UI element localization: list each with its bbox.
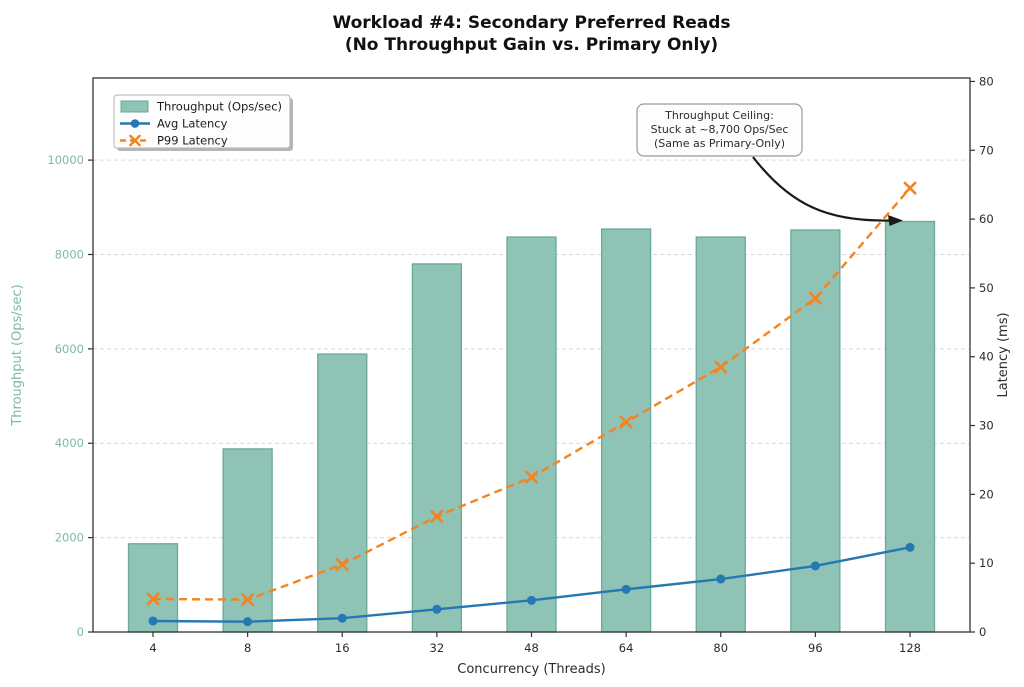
- x-tick-label: 96: [808, 641, 823, 655]
- legend-marker-p99-latency-2: [129, 134, 141, 147]
- legend-label-avg-latency: Avg Latency: [157, 117, 228, 131]
- p99-latency-marker: [524, 470, 539, 484]
- avg-latency-marker: [243, 617, 253, 627]
- x-tick-label: 80: [713, 641, 728, 655]
- x-tick-label: 4: [149, 641, 156, 655]
- p99-latency-marker: [619, 415, 633, 429]
- left-axis: 0 2000 4000 6000 8000 10000 Throughput (Ops/se…: [10, 153, 93, 639]
- bar-concurrency-128: [884, 220, 936, 633]
- p99-latency-marker: [430, 509, 444, 523]
- right-tick-label: 50: [979, 281, 994, 295]
- p99-latency-marker: [241, 593, 255, 607]
- right-tick-label: 60: [979, 212, 994, 226]
- p99-latency-marker: [714, 360, 728, 374]
- right-tick-label: 70: [979, 143, 994, 157]
- p99-latency-series: [146, 181, 917, 607]
- annotation-arrow: [752, 156, 891, 222]
- p99-latency-marker: [808, 291, 822, 305]
- avg-latency-marker: [432, 604, 442, 614]
- right-tick-label: 40: [979, 350, 994, 364]
- right-axis-title: Latency (ms): [996, 312, 1011, 397]
- x-axis-title: Concurrency (Threads): [457, 662, 605, 677]
- annotation-throughput-ceiling: Throughput Ceiling:Stuck at ~8,700 Ops/S…: [636, 103, 903, 226]
- p99-latency-marker: [146, 592, 160, 606]
- x-tick-label: 32: [430, 641, 445, 655]
- avg-latency-marker: [716, 574, 726, 584]
- annotation-line-3: (Same as Primary-Only): [654, 137, 785, 150]
- avg-latency-marker: [905, 542, 915, 552]
- right-axis: 0 10 20 30 40 50 60 70 80 Latency (ms): [970, 74, 1011, 639]
- throughput-bars: [127, 220, 936, 633]
- bar-concurrency-80: [695, 236, 746, 633]
- bar-concurrency-96: [790, 229, 841, 633]
- avg-latency-marker: [148, 616, 158, 626]
- avg-latency-marker: [527, 595, 536, 605]
- right-tick-label: 20: [979, 487, 994, 501]
- avg-latency-marker: [810, 561, 820, 571]
- right-tick-label: 10: [979, 556, 994, 570]
- chart-title-line-1: Workload #4: Secondary Preferred Reads: [332, 13, 730, 33]
- legend-box: [113, 94, 291, 149]
- right-tick-label: 80: [979, 74, 994, 88]
- avg-latency-marker: [337, 613, 347, 623]
- chart-title-line-2: (No Throughput Gain vs. Primary Only): [345, 35, 718, 55]
- annotation-box: [636, 103, 803, 157]
- annotation-line-2: Stuck at ~8,700 Ops/Sec: [651, 123, 789, 136]
- legend-label-p99-latency: P99 Latency: [157, 134, 228, 148]
- avg-latency-series: [148, 542, 915, 627]
- x-tick-label: 128: [899, 641, 921, 655]
- left-tick-label: 8000: [55, 247, 84, 261]
- bar-concurrency-16: [317, 353, 368, 633]
- left-axis-title: Throughput (Ops/sec): [10, 284, 25, 426]
- left-tick-label: 10000: [47, 153, 84, 167]
- left-tick-label: 4000: [55, 436, 84, 450]
- right-tick-label: 0: [979, 625, 986, 639]
- right-tick-label: 30: [979, 419, 994, 433]
- legend-marker-avg-latency: [130, 119, 140, 128]
- p99-latency-marker: [335, 558, 349, 572]
- left-tick-label: 2000: [55, 531, 84, 545]
- x-tick-label: 48: [524, 641, 539, 655]
- bar-concurrency-32: [411, 263, 463, 633]
- left-tick-label: 0: [77, 625, 84, 639]
- annotation-arrowhead: [888, 214, 903, 226]
- x-tick-label: 8: [244, 641, 251, 655]
- annotation-line-1: Throughput Ceiling:: [664, 109, 774, 122]
- legend-swatch-throughput: [120, 100, 149, 113]
- x-tick-label: 64: [619, 641, 634, 655]
- legend-label-throughput: Throughput (Ops/sec): [156, 100, 282, 114]
- bar-concurrency-48: [506, 236, 557, 633]
- bar-concurrency-8: [222, 448, 273, 633]
- left-tick-label: 6000: [55, 342, 84, 356]
- bar-concurrency-64: [600, 228, 652, 633]
- legend: Throughput (Ops/sec) Avg Latency P99 Laten…: [113, 94, 293, 151]
- x-tick-label: 16: [335, 641, 350, 655]
- avg-latency-marker: [621, 584, 631, 594]
- p99-latency-marker: [903, 181, 917, 195]
